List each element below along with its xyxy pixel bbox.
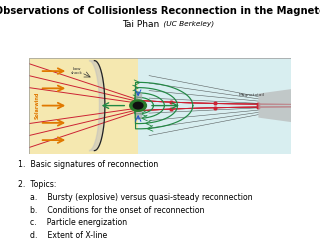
Polygon shape	[29, 58, 138, 154]
Circle shape	[133, 102, 143, 109]
Polygon shape	[259, 89, 291, 122]
Text: a.    Bursty (explosive) versus quasi-steady reconnection: a. Bursty (explosive) versus quasi-stead…	[30, 193, 253, 202]
Polygon shape	[138, 58, 291, 154]
Text: 2.  Topics:: 2. Topics:	[18, 180, 56, 189]
Text: Magnetotail: Magnetotail	[239, 93, 265, 97]
Text: c.    Particle energization: c. Particle energization	[30, 218, 128, 227]
Bar	[135, 93, 141, 118]
Text: (UC Berkeley): (UC Berkeley)	[161, 20, 214, 27]
Text: Tai Phan: Tai Phan	[122, 20, 159, 29]
Text: b.    Conditions for the onset of reconnection: b. Conditions for the onset of reconnect…	[30, 206, 205, 215]
Text: bow
shock: bow shock	[71, 66, 83, 75]
Text: In-situ Observations of Collisionless Reconnection in the Magnetosphere: In-situ Observations of Collisionless Re…	[0, 6, 320, 16]
Text: 1.  Basic signatures of reconnection: 1. Basic signatures of reconnection	[18, 160, 158, 168]
Circle shape	[130, 100, 147, 111]
Text: d.    Extent of X-line: d. Extent of X-line	[30, 231, 108, 240]
Polygon shape	[89, 60, 105, 151]
Text: Solarwind: Solarwind	[35, 92, 40, 119]
